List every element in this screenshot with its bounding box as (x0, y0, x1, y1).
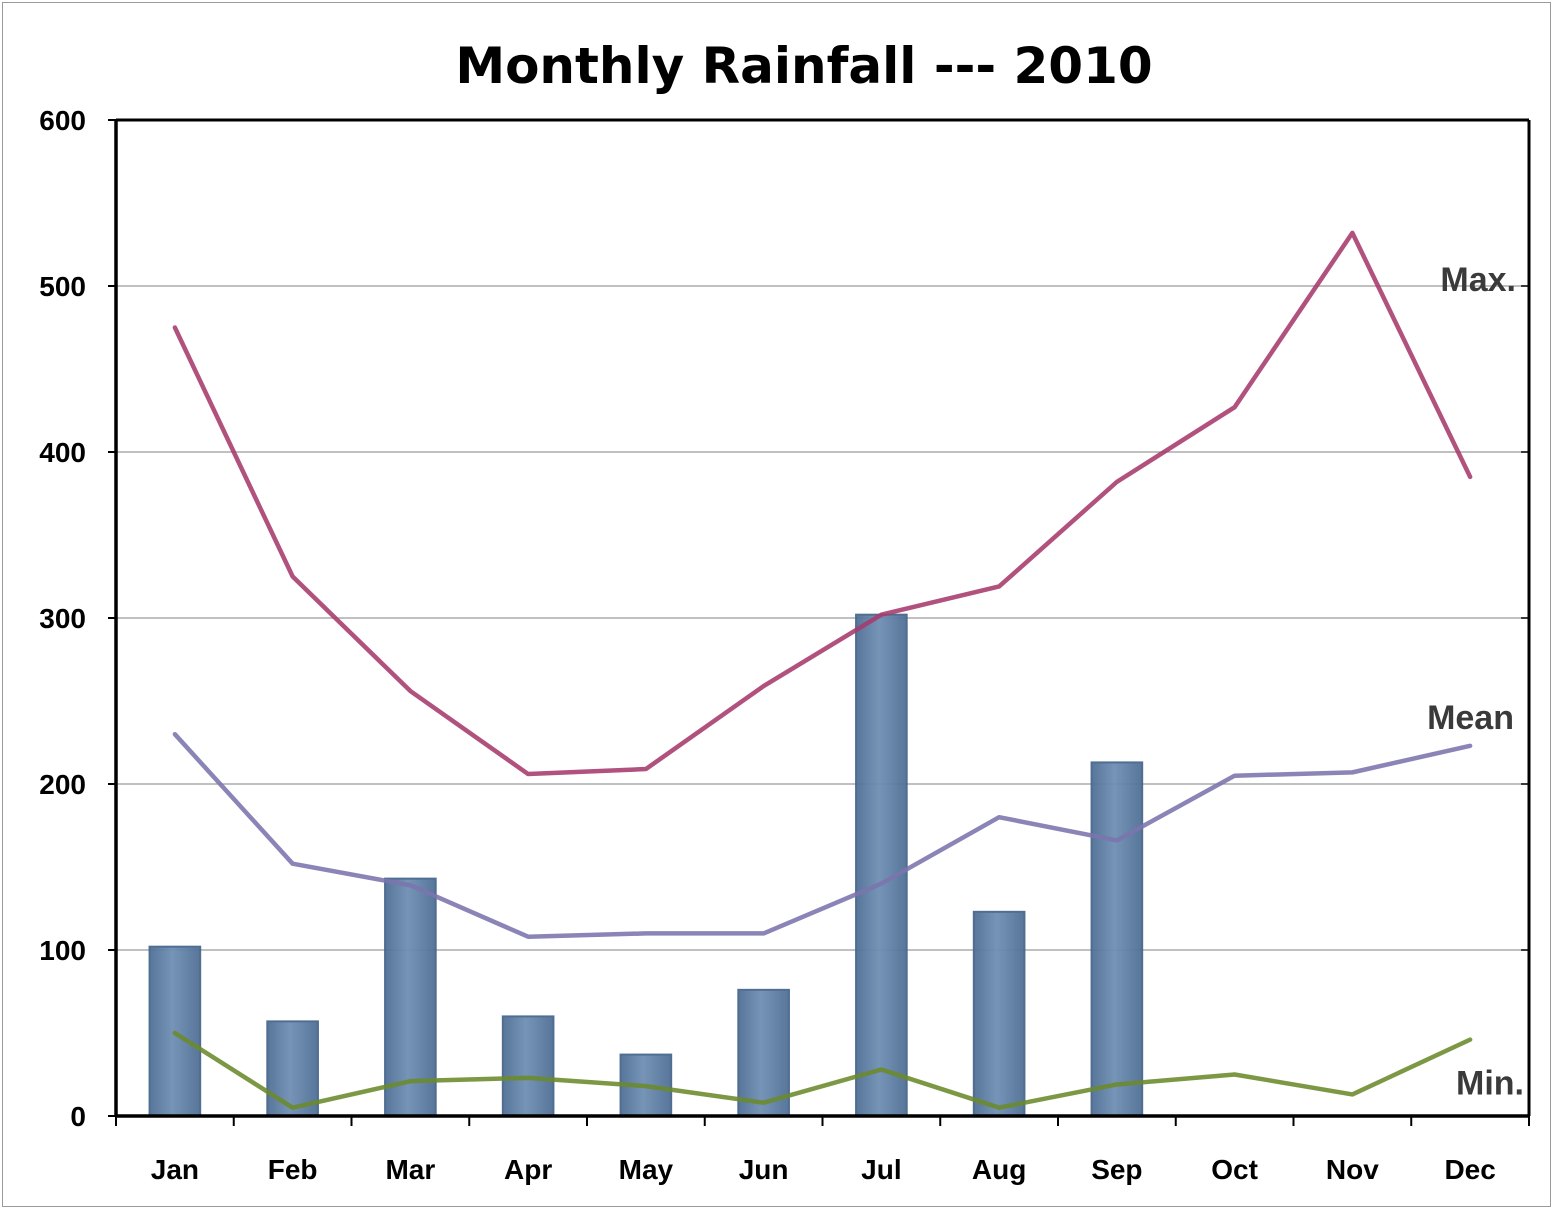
x-tick-label-feb: Feb (268, 1154, 318, 1185)
x-tick-label-jun: Jun (739, 1154, 789, 1185)
bar-aug (972, 910, 1026, 1117)
series-label-max: Max. (1440, 261, 1516, 299)
line-series (172, 230, 1473, 1110)
line-mean (172, 731, 1473, 939)
series-label-mean: Mean (1427, 699, 1514, 737)
x-tick-label-apr: Apr (504, 1154, 552, 1185)
line-min (172, 1030, 1473, 1110)
y-tick-label: 400 (39, 437, 86, 468)
grid-lines (116, 285, 1529, 951)
bar-jun (737, 988, 790, 1118)
bar-feb (266, 1020, 319, 1118)
x-tick-label-jan: Jan (151, 1154, 199, 1185)
series-label-min: Min. (1456, 1064, 1524, 1102)
bar-apr (501, 1015, 555, 1118)
x-tick-label-oct: Oct (1211, 1154, 1258, 1185)
y-tick-label: 200 (39, 769, 86, 800)
y-tick-label: 500 (39, 271, 86, 302)
x-tick-label-dec: Dec (1444, 1154, 1495, 1185)
bar-jul (855, 613, 908, 1117)
bar-sep (1090, 761, 1144, 1117)
tick-labels: 0 100 200 300 400 500 600 Max. Mean Min. Jan Feb Mar… (39, 105, 1524, 1185)
chart-title: Monthly Rainfall --- 2010 (455, 37, 1152, 95)
x-tick-label-may: May (619, 1154, 674, 1185)
y-tick-label: 300 (39, 603, 86, 634)
axes (108, 118, 1531, 1126)
y-tick-label: 600 (39, 105, 86, 136)
x-tick-label-sep: Sep (1091, 1154, 1142, 1185)
x-tick-label-aug: Aug (972, 1154, 1026, 1185)
x-tick-label-nov: Nov (1326, 1154, 1379, 1185)
x-tick-label-mar: Mar (385, 1154, 435, 1185)
x-tick-label-jul: Jul (861, 1154, 901, 1185)
bar-mar (384, 877, 437, 1117)
y-tick-label: 0 (70, 1101, 86, 1132)
y-tick-label: 100 (39, 935, 86, 966)
bar-series (148, 613, 1144, 1118)
line-max (172, 230, 1473, 777)
